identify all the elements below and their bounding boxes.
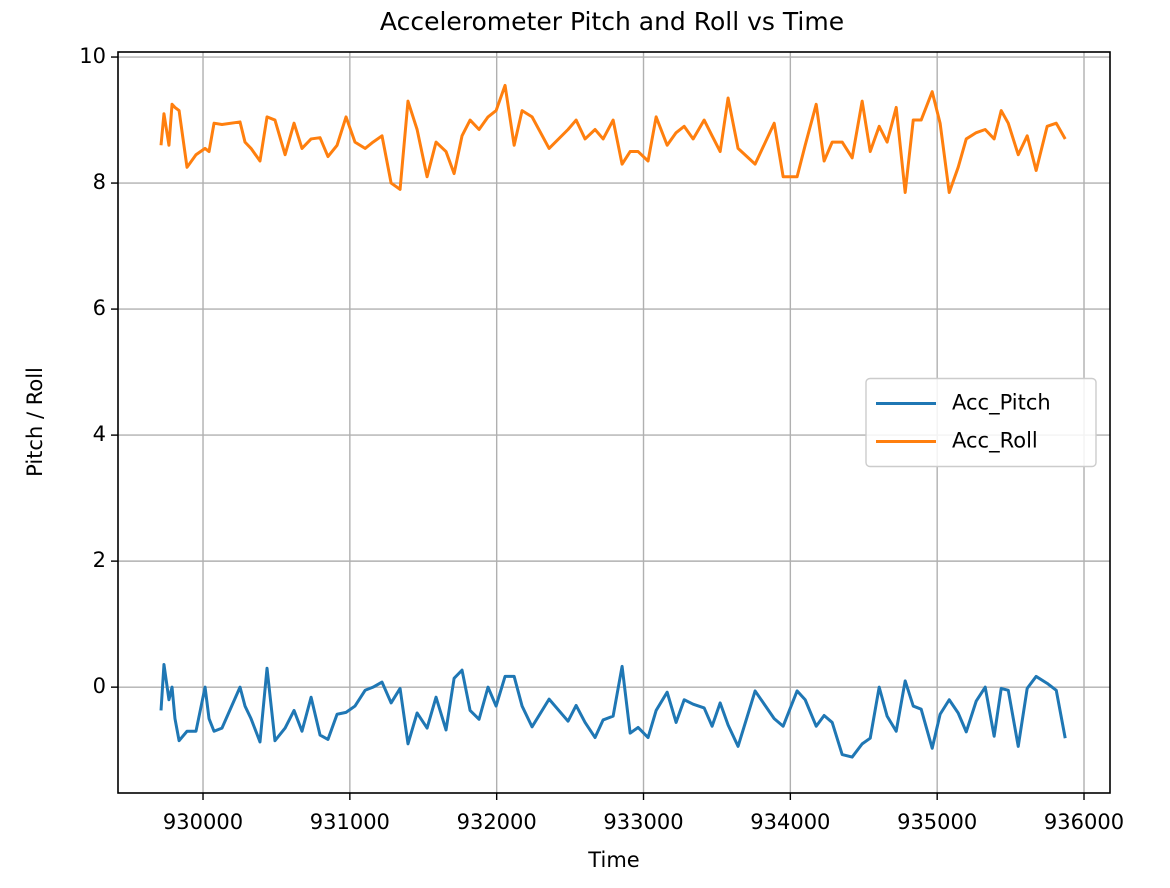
y-tick-label: 4 [93,422,106,446]
x-tick-label: 933000 [603,810,683,834]
y-tick-label: 2 [93,548,106,572]
y-tick-label: 10 [79,44,106,68]
plot-frame [117,51,1111,794]
x-tick-label: 932000 [457,810,537,834]
x-axis-label: Time [587,848,639,872]
x-tick-label: 931000 [310,810,390,834]
data-line [159,662,1067,759]
y-axis-label: Pitch / Roll [23,367,47,477]
legend-box [865,377,1097,468]
y-tick-label: 8 [93,170,106,194]
y-tick-label: 6 [93,296,106,320]
legend-label: Acc_Pitch [952,391,1051,416]
x-tick-label: 936000 [1044,810,1124,834]
chart-title: Accelerometer Pitch and Roll vs Time [380,7,844,36]
x-tick-label: 934000 [750,810,830,834]
data-line [159,83,1067,195]
x-tick-label: 935000 [897,810,977,834]
legend-label: Acc_Roll [952,429,1038,454]
x-tick-label: 930000 [163,810,243,834]
y-tick-label: 0 [93,674,106,698]
